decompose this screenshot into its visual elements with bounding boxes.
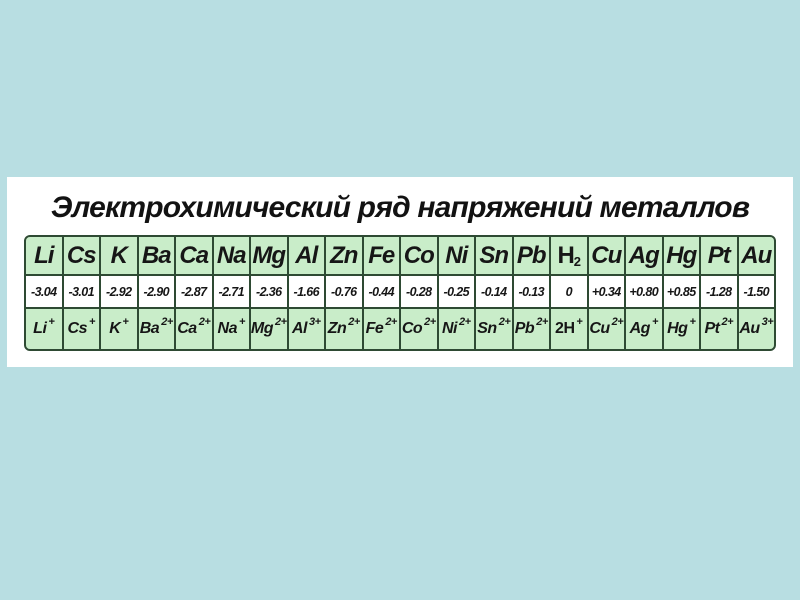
ion-cell: Na + — [213, 309, 249, 349]
element-symbol-cell: Fe — [363, 237, 399, 274]
element-symbol-cell: Zn — [326, 237, 362, 274]
potential-cell: -3.04 — [26, 276, 62, 307]
element-symbol-cell: Co — [401, 237, 437, 274]
potential-cell: -0.28 — [401, 276, 437, 307]
table-grid: Li Cs K Ba Ca Na Mg Al Zn Fe Co Ni Sn Pb H 2 Cu Ag Hg Pt Au -… — [26, 237, 774, 349]
ion-cell: Li + — [26, 309, 62, 349]
ion-cell: Co 2+ — [401, 309, 437, 349]
ion-cell: Pt 2+ — [701, 309, 737, 349]
element-symbol-cell: Hg — [663, 237, 699, 274]
ion-cell: Ca 2+ — [176, 309, 212, 349]
potential-cell: -1.28 — [701, 276, 737, 307]
element-symbol-cell: Ni — [438, 237, 474, 274]
element-symbol-cell: Cs — [63, 237, 99, 274]
potential-cell: 0 — [551, 276, 587, 307]
element-symbol-cell: K — [101, 237, 137, 274]
ion-cell: Cs + — [63, 309, 99, 349]
element-symbol-cell: Pt — [701, 237, 737, 274]
potential-cell: -0.14 — [476, 276, 512, 307]
potential-cell: -2.71 — [213, 276, 249, 307]
element-symbol-cell: Au — [738, 237, 774, 274]
ion-cell: Pb 2+ — [513, 309, 549, 349]
potential-cell: -2.36 — [251, 276, 287, 307]
element-symbol-cell: Al — [288, 237, 324, 274]
slide-panel: Электрохимический ряд напряжений металло… — [7, 177, 793, 367]
ion-cell: Al 3+ — [288, 309, 324, 349]
element-symbol-cell: Ba — [138, 237, 174, 274]
electrochemical-series-table: Li Cs K Ba Ca Na Mg Al Zn Fe Co Ni Sn Pb H 2 Cu Ag Hg Pt Au -… — [24, 235, 776, 351]
potential-cell: -3.01 — [63, 276, 99, 307]
potential-cell: +0.80 — [626, 276, 662, 307]
potential-cell: +0.85 — [663, 276, 699, 307]
ion-cell: Mg 2+ — [251, 309, 287, 349]
element-symbol-cell: Na — [213, 237, 249, 274]
ion-cell: K + — [101, 309, 137, 349]
element-symbol-cell: Sn — [476, 237, 512, 274]
potential-cell: -1.66 — [288, 276, 324, 307]
ion-cell: Ba 2+ — [138, 309, 174, 349]
ion-cell: Au 3+ — [738, 309, 774, 349]
potential-cell: -0.76 — [326, 276, 362, 307]
potential-cell: -2.87 — [176, 276, 212, 307]
element-symbol-cell: Ca — [176, 237, 212, 274]
ion-cell: 2H + — [551, 309, 587, 349]
ion-cell: Cu 2+ — [588, 309, 624, 349]
element-symbol-cell: Pb — [513, 237, 549, 274]
ion-cell: Hg + — [663, 309, 699, 349]
ion-cell: Ag + — [626, 309, 662, 349]
potential-cell: -0.13 — [513, 276, 549, 307]
potential-cell: -2.92 — [101, 276, 137, 307]
element-symbol-cell: Li — [26, 237, 62, 274]
ion-cell: Sn 2+ — [476, 309, 512, 349]
element-symbol-cell: Cu — [588, 237, 624, 274]
ion-cell: Ni 2+ — [438, 309, 474, 349]
potential-cell: -0.25 — [438, 276, 474, 307]
ion-cell: Fe 2+ — [363, 309, 399, 349]
potential-cell: -0.44 — [363, 276, 399, 307]
potential-cell: +0.34 — [588, 276, 624, 307]
element-symbol-cell: Mg — [251, 237, 287, 274]
element-symbol-cell: Ag — [626, 237, 662, 274]
potential-cell: -2.90 — [138, 276, 174, 307]
ion-cell: Zn 2+ — [326, 309, 362, 349]
potential-cell: -1.50 — [738, 276, 774, 307]
slide-title: Электрохимический ряд напряжений металло… — [50, 191, 750, 224]
